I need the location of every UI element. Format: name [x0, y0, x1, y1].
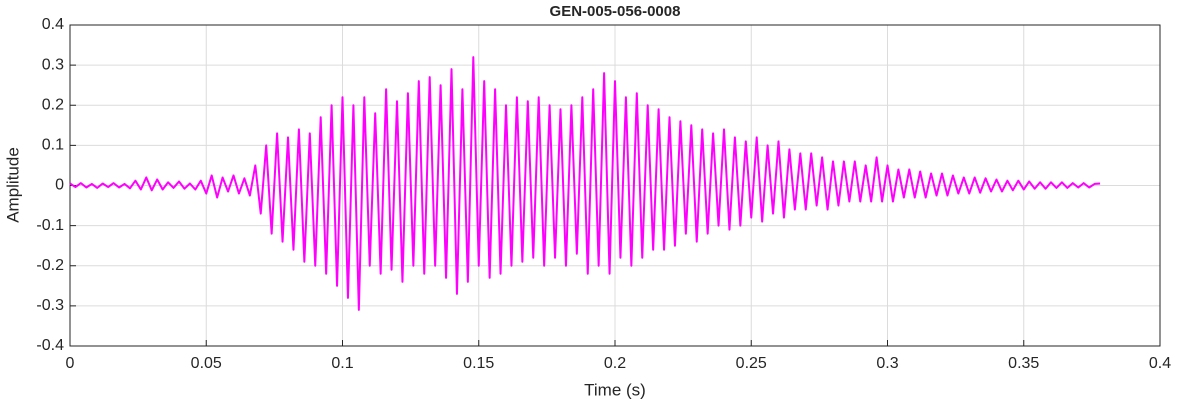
y-axis-label: Amplitude: [3, 147, 22, 223]
x-tick-label: 0.3: [876, 355, 898, 372]
x-tick-label: 0.1: [331, 355, 353, 372]
x-tick-label: 0: [66, 355, 75, 372]
x-axis-label: Time (s): [584, 380, 646, 399]
chart-title: GEN-005-056-0008: [550, 3, 681, 20]
x-tick-label: 0.35: [1008, 355, 1039, 372]
x-tick-label: 0.05: [191, 355, 222, 372]
y-tick-label: -0.1: [36, 217, 64, 234]
y-tick-label: -0.3: [36, 297, 64, 314]
y-tick-label: 0.3: [42, 56, 64, 73]
x-tick-label: 0.4: [1149, 355, 1171, 372]
y-tick-label: 0.4: [42, 16, 64, 33]
y-tick-label: 0.1: [42, 137, 64, 154]
y-tick-label: 0.2: [42, 96, 64, 113]
y-tick-label: -0.2: [36, 257, 64, 274]
y-tick-label: 0: [55, 177, 64, 194]
plot-frame: [69, 24, 1161, 347]
x-tick-label: 0.25: [736, 355, 767, 372]
x-tick-label: 0.2: [604, 355, 626, 372]
waveform-line: [69, 56, 1101, 311]
y-tick-label: -0.4: [36, 337, 64, 354]
x-tick-label: 0.15: [463, 355, 494, 372]
